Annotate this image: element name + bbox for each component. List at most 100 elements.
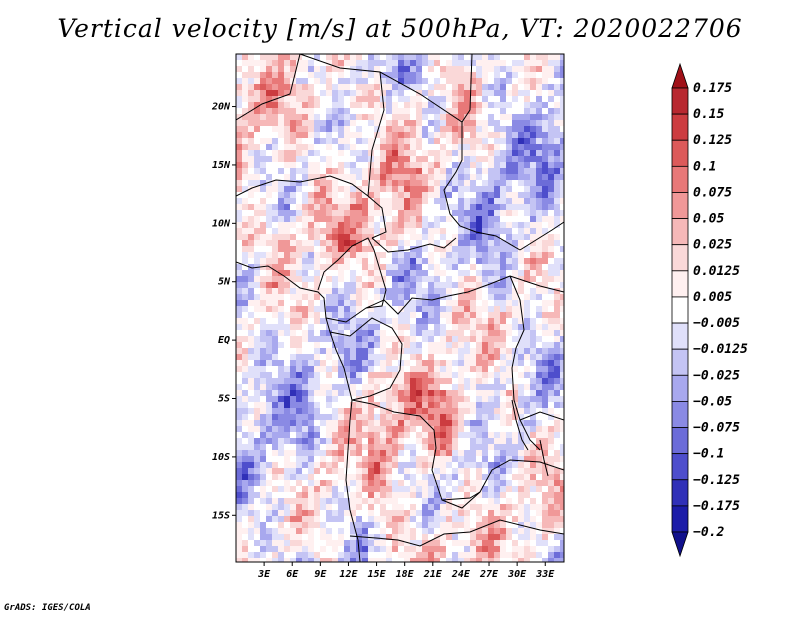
- field-cell: [404, 432, 410, 438]
- field-cell: [434, 516, 440, 522]
- field-cell: [482, 516, 488, 522]
- field-cell: [440, 222, 446, 228]
- field-cell: [416, 78, 422, 84]
- field-cell: [512, 222, 518, 228]
- field-cell: [404, 516, 410, 522]
- field-cell: [350, 300, 356, 306]
- field-cell: [236, 60, 242, 66]
- field-cell: [338, 234, 344, 240]
- field-cell: [266, 60, 272, 66]
- field-cell: [446, 132, 452, 138]
- field-cell: [440, 378, 446, 384]
- field-cell: [428, 102, 434, 108]
- field-cell: [248, 168, 254, 174]
- field-cell: [302, 522, 308, 528]
- field-cell: [458, 444, 464, 450]
- field-cell: [416, 102, 422, 108]
- field-cell: [530, 372, 536, 378]
- field-cell: [248, 72, 254, 78]
- field-cell: [326, 450, 332, 456]
- field-cell: [296, 288, 302, 294]
- field-cell: [416, 552, 422, 558]
- field-cell: [548, 438, 554, 444]
- field-cell: [548, 510, 554, 516]
- field-cell: [518, 378, 524, 384]
- field-cell: [404, 324, 410, 330]
- field-cell: [542, 474, 548, 480]
- field-cell: [560, 120, 564, 126]
- field-cell: [428, 192, 434, 198]
- field-cell: [314, 222, 320, 228]
- field-cell: [446, 78, 452, 84]
- field-cell: [296, 156, 302, 162]
- colorbar-top-triangle: [671, 62, 689, 89]
- field-cell: [446, 510, 452, 516]
- field-cell: [434, 546, 440, 552]
- field-cell: [494, 162, 500, 168]
- colorbar-segment: [671, 296, 689, 324]
- field-cell: [398, 414, 404, 420]
- field-cell: [344, 138, 350, 144]
- field-cell: [428, 264, 434, 270]
- field-cell: [512, 342, 518, 348]
- field-cell: [404, 54, 410, 60]
- field-cell: [410, 360, 416, 366]
- field-cell: [356, 444, 362, 450]
- field-cell: [380, 162, 386, 168]
- field-cell: [392, 468, 398, 474]
- field-cell: [314, 96, 320, 102]
- field-cell: [482, 240, 488, 246]
- field-cell: [518, 372, 524, 378]
- field-cell: [560, 258, 564, 264]
- field-cell: [380, 156, 386, 162]
- field-cell: [320, 426, 326, 432]
- field-cell: [236, 84, 242, 90]
- field-cell: [416, 492, 422, 498]
- field-cell: [548, 426, 554, 432]
- field-cell: [392, 132, 398, 138]
- field-cell: [272, 546, 278, 552]
- field-cell: [374, 114, 380, 120]
- field-cell: [398, 90, 404, 96]
- field-cell: [308, 174, 314, 180]
- field-cell: [254, 366, 260, 372]
- field-cell: [422, 66, 428, 72]
- field-cell: [248, 420, 254, 426]
- field-cell: [512, 360, 518, 366]
- field-cell: [404, 390, 410, 396]
- field-cell: [428, 144, 434, 150]
- field-cell: [554, 120, 560, 126]
- field-cell: [422, 378, 428, 384]
- field-cell: [464, 60, 470, 66]
- field-cell: [416, 522, 422, 528]
- field-cell: [308, 90, 314, 96]
- field-cell: [524, 108, 530, 114]
- field-cell: [458, 480, 464, 486]
- field-cell: [512, 186, 518, 192]
- field-cell: [476, 126, 482, 132]
- field-cell: [452, 66, 458, 72]
- field-cell: [338, 252, 344, 258]
- field-cell: [440, 366, 446, 372]
- field-cell: [494, 156, 500, 162]
- field-cell: [248, 312, 254, 318]
- field-cell: [434, 72, 440, 78]
- field-cell: [266, 126, 272, 132]
- field-cell: [452, 426, 458, 432]
- colorbar-segment: [671, 244, 689, 272]
- field-cell: [296, 192, 302, 198]
- field-cell: [500, 306, 506, 312]
- field-cell: [434, 234, 440, 240]
- colorbar-segment: [671, 401, 689, 428]
- field-cell: [380, 516, 386, 522]
- field-cell: [446, 540, 452, 546]
- field-cell: [362, 192, 368, 198]
- field-cell: [266, 486, 272, 492]
- colorbar-segment: [671, 427, 689, 455]
- field-cell: [368, 372, 374, 378]
- field-cell: [386, 480, 392, 486]
- lat-label: EQ: [218, 335, 230, 346]
- field-cell: [344, 102, 350, 108]
- field-cell: [452, 96, 458, 102]
